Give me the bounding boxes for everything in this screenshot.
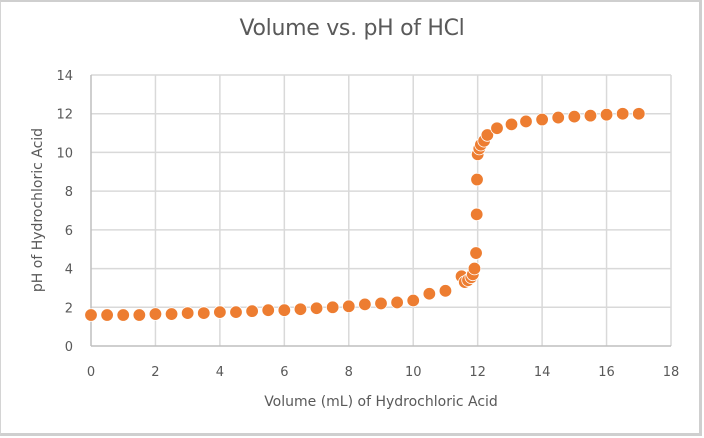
x-tick-label: 10: [405, 365, 422, 380]
x-tick-label: 4: [216, 365, 224, 380]
data-point: [132, 308, 147, 322]
data-point: [374, 296, 388, 311]
chart-title: Volume vs. pH of HCl: [239, 16, 465, 41]
y-tick-label: 8: [65, 185, 73, 200]
data-point: [390, 295, 404, 310]
x-tick-label: 2: [151, 365, 159, 380]
data-point: [148, 307, 163, 321]
data-point: [519, 114, 533, 129]
data-point: [615, 107, 630, 121]
data-point: [632, 107, 646, 121]
data-point: [490, 121, 504, 135]
data-point: [309, 301, 324, 315]
data-point: [180, 306, 195, 320]
x-tick-label: 14: [534, 365, 551, 380]
y-tick-label: 2: [65, 301, 73, 316]
data-point: [470, 207, 484, 222]
y-tick-label: 4: [65, 263, 73, 278]
y-tick-label: 6: [65, 224, 73, 239]
x-tick-label: 18: [663, 365, 680, 380]
data-point: [261, 303, 275, 317]
data-point: [293, 302, 308, 316]
data-point: [567, 109, 582, 124]
data-point: [551, 110, 565, 125]
x-axis-ticks: 0 2 4 6 8 10 12 14 16 18: [87, 365, 679, 380]
data-point: [358, 297, 372, 312]
gridlines: [91, 74, 672, 346]
axes: [90, 75, 671, 347]
data-point: [438, 284, 453, 298]
x-tick-label: 8: [345, 365, 353, 380]
data-point: [470, 172, 484, 187]
data-point: [342, 299, 356, 314]
data-points: [84, 107, 646, 322]
y-tick-label: 12: [56, 108, 73, 123]
data-point: [599, 107, 614, 122]
data-point: [422, 287, 437, 301]
data-point: [277, 303, 292, 317]
data-point: [164, 307, 179, 321]
data-point: [229, 305, 243, 319]
data-point: [535, 112, 549, 127]
data-point: [583, 108, 598, 123]
data-point: [245, 304, 259, 318]
y-tick-label: 14: [56, 69, 73, 84]
x-tick-label: 12: [469, 365, 486, 380]
x-tick-label: 0: [87, 365, 95, 380]
data-point: [116, 308, 130, 322]
y-tick-label: 10: [56, 146, 73, 161]
data-point: [325, 300, 340, 314]
y-axis-ticks: 0 2 4 6 8 10 12 14: [56, 69, 73, 355]
y-axis-label: pH of Hydrochloric Acid: [30, 128, 46, 292]
data-point: [84, 308, 98, 322]
data-point: [406, 293, 420, 308]
x-axis-label: Volume (mL) of Hydrochloric Acid: [264, 394, 498, 410]
y-tick-label: 0: [65, 340, 73, 355]
data-point: [504, 117, 519, 132]
data-point: [480, 128, 495, 142]
x-tick-label: 16: [598, 365, 615, 380]
data-point: [213, 305, 227, 319]
data-point: [467, 261, 482, 276]
data-point: [469, 246, 483, 260]
x-tick-label: 6: [280, 365, 288, 380]
data-point: [197, 306, 211, 320]
data-point: [100, 308, 114, 322]
